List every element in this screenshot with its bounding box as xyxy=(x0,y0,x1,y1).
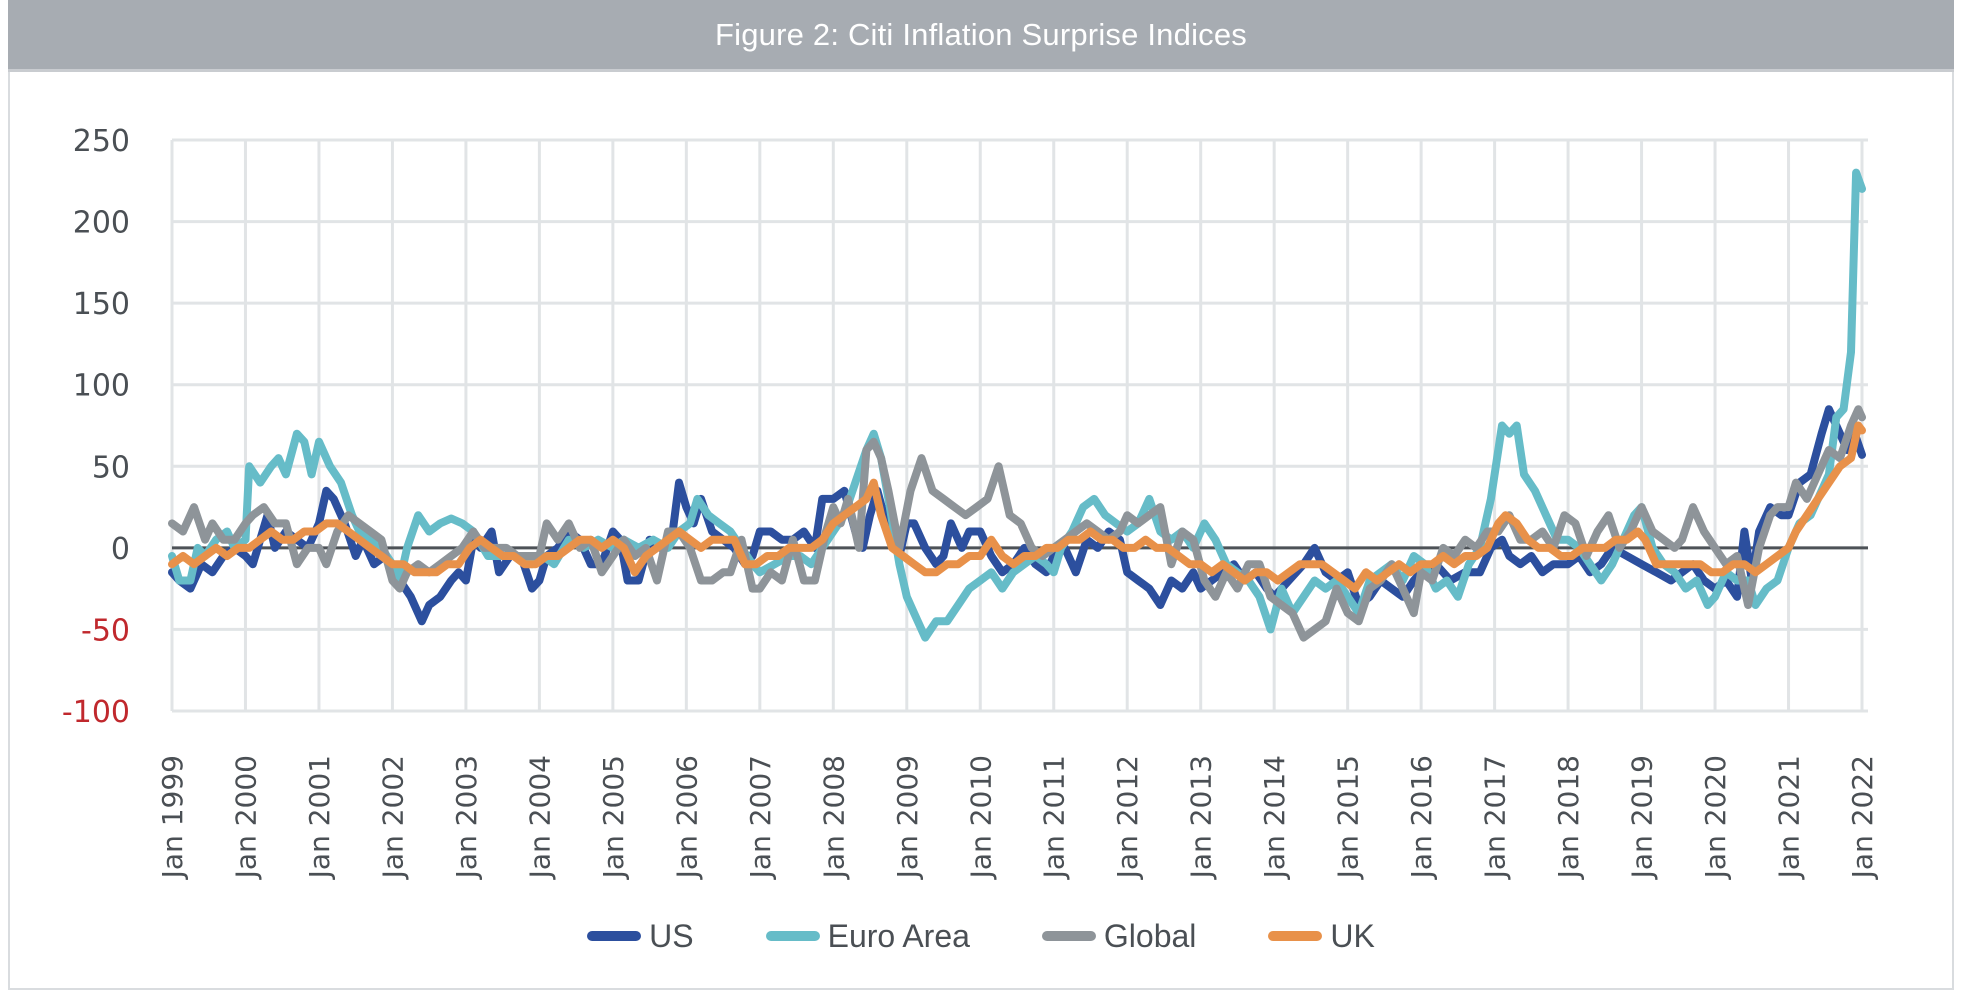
x-tick-label: Jan 2021 xyxy=(1773,755,1806,880)
y-tick-label: -50 xyxy=(81,613,130,648)
legend-swatch xyxy=(1268,931,1323,941)
legend-item-euro-area: Euro Area xyxy=(765,917,970,955)
x-tick-label: Jan 2017 xyxy=(1479,755,1512,880)
legend-item-uk: UK xyxy=(1268,917,1375,955)
y-tick-label: 200 xyxy=(73,206,130,241)
legend-label: UK xyxy=(1330,917,1375,954)
legend-swatch xyxy=(765,931,820,941)
figure-header: Figure 2: Citi Inflation Surprise Indice… xyxy=(8,0,1954,72)
series-line-global xyxy=(168,405,1866,642)
y-tick-label: 0 xyxy=(111,532,130,567)
grid xyxy=(170,138,1868,713)
x-tick-label: Jan 2003 xyxy=(450,755,483,880)
x-tick-label: Jan 2006 xyxy=(670,755,703,880)
y-tick-label: 150 xyxy=(73,287,130,322)
x-tick-label: Jan 2012 xyxy=(1111,755,1144,880)
x-tick-label: Jan 1999 xyxy=(156,755,189,880)
y-axis-ticks: 250 200 150 100 50 0 -50 -100 xyxy=(62,124,130,730)
x-tick-label: Jan 2013 xyxy=(1185,755,1218,880)
series-line-uk xyxy=(168,421,1866,593)
series-lines xyxy=(168,168,1866,642)
x-tick-label: Jan 2010 xyxy=(964,755,997,880)
x-tick-label: Jan 2016 xyxy=(1405,755,1438,880)
series-line-us xyxy=(168,405,1866,626)
legend-swatch xyxy=(587,931,642,941)
legend-item-us: US xyxy=(587,917,694,955)
x-tick-label: Jan 2001 xyxy=(303,755,336,880)
x-tick-label: Jan 2011 xyxy=(1038,755,1071,880)
y-tick-label: -100 xyxy=(62,695,130,730)
x-axis-ticks: Jan 1999 Jan 2000 Jan 2001 Jan 2002 Jan 2003… xyxy=(156,755,1879,880)
x-tick-label: Jan 2018 xyxy=(1552,755,1585,880)
x-tick-label: Jan 2014 xyxy=(1258,755,1291,880)
x-tick-label: Jan 2020 xyxy=(1699,755,1732,880)
figure-title: Figure 2: Citi Inflation Surprise Indice… xyxy=(715,16,1247,52)
x-tick-label: Jan 2005 xyxy=(597,755,630,880)
legend-label: US xyxy=(649,917,694,954)
series-line-euro-area xyxy=(168,168,1866,642)
x-tick-label: Jan 2009 xyxy=(891,755,924,880)
y-tick-label: 100 xyxy=(73,369,130,404)
legend-label: Euro Area xyxy=(827,917,970,954)
y-tick-label: 250 xyxy=(73,124,130,159)
x-tick-label: Jan 2019 xyxy=(1626,755,1659,880)
x-tick-label: Jan 2007 xyxy=(744,755,777,880)
legend: US Euro Area Global UK xyxy=(0,912,1962,960)
legend-label: Global xyxy=(1103,917,1197,954)
x-tick-label: Jan 2004 xyxy=(523,755,556,880)
x-tick-label: Jan 2015 xyxy=(1332,755,1365,880)
legend-swatch xyxy=(1041,931,1096,941)
x-tick-label: Jan 2008 xyxy=(817,755,850,880)
legend-item-global: Global xyxy=(1041,917,1197,955)
y-tick-label: 50 xyxy=(92,450,130,485)
x-tick-label: Jan 2002 xyxy=(376,755,409,880)
x-tick-label: Jan 2022 xyxy=(1846,755,1879,880)
x-tick-label: Jan 2000 xyxy=(229,755,262,880)
